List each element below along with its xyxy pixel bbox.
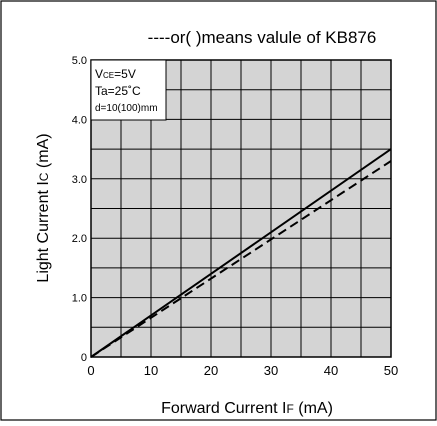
series-line-dashed bbox=[90, 160, 392, 358]
chart-title: ----or( )means valule of KB876 bbox=[148, 28, 377, 47]
plot-border bbox=[90, 59, 392, 358]
x-tick-label: 30 bbox=[264, 363, 278, 378]
y-tick-label: 5.0 bbox=[72, 55, 87, 67]
condition-distance: d=10(100)mm bbox=[95, 103, 158, 114]
y-tick-label: 0 bbox=[81, 352, 87, 364]
y-tick-label: 2.0 bbox=[72, 233, 87, 245]
condition-box-bg bbox=[90, 59, 167, 121]
x-tick-label: 0 bbox=[87, 363, 94, 378]
condition-ta: Ta=25˚C bbox=[95, 84, 141, 98]
y-axis-label: Light Current IC (mA) bbox=[35, 133, 52, 282]
plot-area: 0 10 20 30 40 50 0 1.0 2.0 3.0 4.0 5.0 bbox=[72, 55, 399, 378]
x-axis-label: Forward Current IF (mA) bbox=[161, 400, 333, 417]
x-tick-label: 10 bbox=[144, 363, 158, 378]
x-tick-label: 40 bbox=[324, 363, 338, 378]
y-tick-label: 4.0 bbox=[72, 114, 87, 126]
y-tick-label: 3.0 bbox=[72, 174, 87, 186]
x-tick-label: 50 bbox=[384, 363, 398, 378]
x-tick-label: 20 bbox=[204, 363, 218, 378]
condition-vce: VCE=5V bbox=[95, 67, 136, 81]
y-tick-label: 1.0 bbox=[72, 293, 87, 305]
condition-box: VCE=5V Ta=25˚C d=10(100)mm bbox=[90, 59, 167, 121]
series-line-solid bbox=[90, 148, 392, 358]
